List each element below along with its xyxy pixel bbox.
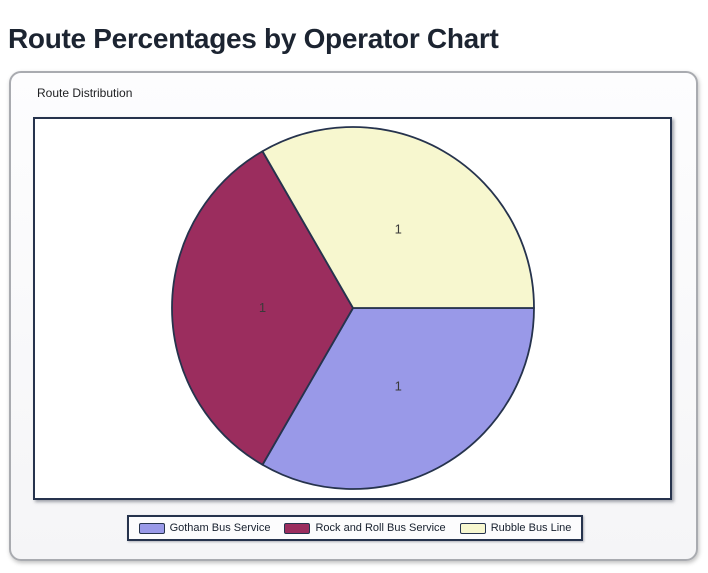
route-distribution-group-box: Route Distribution 1 1 1 Gotham Bus Servic… <box>9 71 698 561</box>
group-box-label: Route Distribution <box>37 86 133 100</box>
pie-data-label-1: 1 <box>259 300 266 315</box>
pie-data-label-0: 1 <box>395 378 402 393</box>
pie-chart: 1 1 1 <box>171 126 535 490</box>
legend-swatch-icon <box>138 522 165 534</box>
chart-plot-area: 1 1 1 <box>33 117 672 500</box>
legend-swatch-icon <box>284 522 311 534</box>
page-title: Route Percentages by Operator Chart <box>8 22 499 54</box>
pie-slice-1[interactable] <box>171 150 354 466</box>
legend-item-0[interactable]: Gotham Bus Service <box>138 522 271 534</box>
pie-slice-2[interactable] <box>261 126 535 309</box>
legend-label: Rubble Bus Line <box>490 522 572 534</box>
legend-swatch-icon <box>459 522 486 534</box>
legend-item-1[interactable]: Rock and Roll Bus Service <box>284 522 446 534</box>
legend-label: Gotham Bus Service <box>169 522 271 534</box>
chart-legend: Gotham Bus Service Rock and Roll Bus Serv… <box>127 515 583 541</box>
pie-data-label-2: 1 <box>395 222 402 237</box>
legend-label: Rock and Roll Bus Service <box>315 522 446 534</box>
legend-item-2[interactable]: Rubble Bus Line <box>459 522 572 534</box>
pie-slice-0[interactable] <box>261 307 535 490</box>
